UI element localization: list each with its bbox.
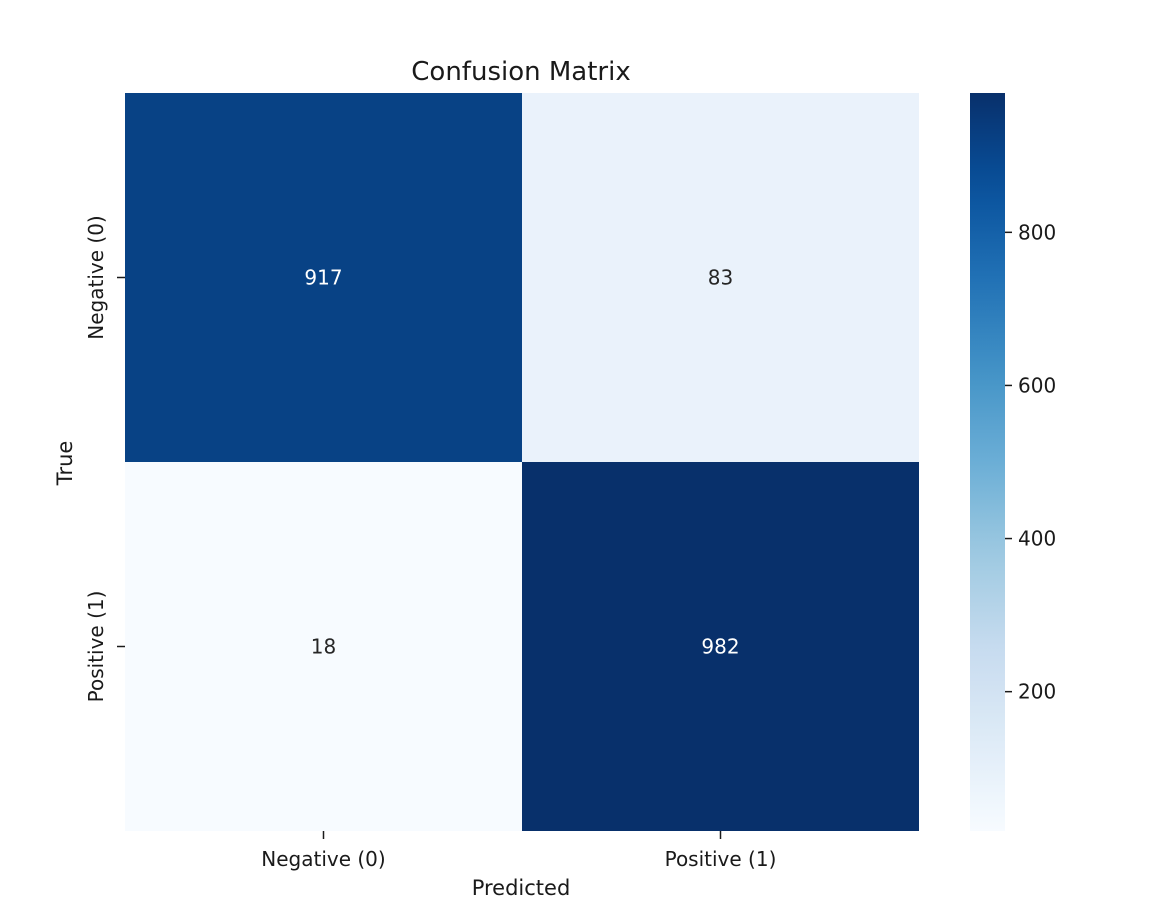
y-tick-label: Positive (1): [84, 591, 108, 703]
chart-title: Confusion Matrix: [411, 57, 630, 87]
x-tick-label: Positive (1): [665, 847, 777, 871]
x-tick-label: Negative (0): [261, 847, 385, 871]
colorbar: 200 400 600 800: [970, 93, 1056, 831]
x-axis-ticks: Negative (0) Positive (1): [261, 831, 776, 871]
colorbar-tick-label: 800: [1018, 220, 1056, 244]
heatmap-cell: [522, 462, 919, 831]
colorbar-tick-label: 600: [1018, 373, 1056, 397]
y-axis-ticks: Negative (0) Positive (1): [84, 215, 125, 702]
heatmap-cell: [125, 462, 522, 831]
cell-value-label: 18: [311, 635, 336, 659]
colorbar-tick-label: 400: [1018, 527, 1056, 551]
heatmap-cell: [522, 93, 919, 462]
cell-value-label: 83: [708, 266, 733, 290]
x-axis-label: Predicted: [472, 876, 571, 900]
heatmap-cells: 917 83 18 982: [125, 93, 919, 831]
y-tick-label: Negative (0): [84, 215, 108, 339]
colorbar-tick-label: 200: [1018, 680, 1056, 704]
cell-value-label: 982: [701, 635, 739, 659]
colorbar-gradient: [970, 93, 1005, 831]
y-axis-label: True: [53, 441, 77, 487]
heatmap-cell: [125, 93, 522, 462]
cell-value-label: 917: [304, 266, 342, 290]
